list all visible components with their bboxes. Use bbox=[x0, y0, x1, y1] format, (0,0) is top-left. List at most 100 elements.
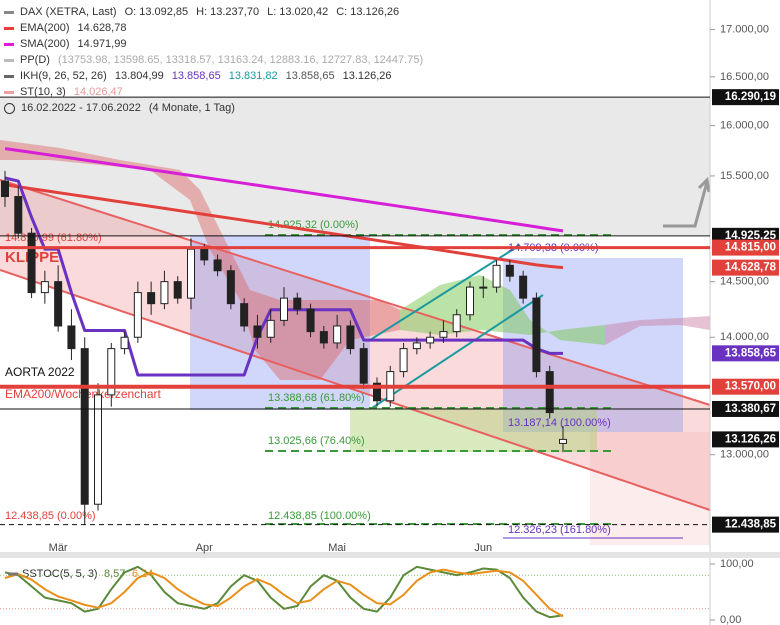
candle-body bbox=[319, 331, 328, 344]
candle-body bbox=[505, 264, 514, 277]
candle-body bbox=[40, 281, 49, 294]
candle-body bbox=[107, 348, 116, 396]
swatch bbox=[4, 26, 14, 30]
annotation: 13.187,14 (100.00%) bbox=[508, 417, 611, 429]
series-line bbox=[4, 147, 564, 233]
annotation: 14.815,99 (61.80%) bbox=[5, 232, 102, 244]
candle-body bbox=[54, 281, 63, 327]
swatch bbox=[4, 42, 14, 46]
price-label: 14.815,00 bbox=[725, 242, 776, 254]
candle-body bbox=[466, 286, 474, 316]
annotation: AORTA 2022 bbox=[5, 365, 75, 379]
y-tick-label: 14.000,00 bbox=[720, 331, 769, 343]
candle-body bbox=[187, 248, 195, 299]
price-label-box bbox=[712, 378, 779, 395]
pink-zone bbox=[590, 432, 710, 545]
x-tick-label: Mär bbox=[49, 542, 68, 554]
annotation: 13.025,66 (76.40%) bbox=[268, 435, 365, 447]
price-label: 13.570,00 bbox=[725, 381, 776, 393]
indicator-value: 13.804,99 bbox=[114, 70, 164, 82]
candle-body bbox=[439, 331, 448, 338]
ohlc-label: H: bbox=[196, 6, 208, 18]
annotation: 12.326,23 (161.80%) bbox=[508, 524, 611, 536]
cloud bbox=[0, 140, 400, 380]
legend-row: SMA(200) 14.971,99 bbox=[4, 36, 431, 52]
stoch-value: 6,24 bbox=[132, 568, 153, 580]
series-line bbox=[4, 568, 564, 618]
swatch bbox=[4, 90, 14, 94]
indicator-value: 14.971,99 bbox=[77, 38, 127, 50]
price-label-box bbox=[712, 516, 779, 533]
indicator-name: EMA(200) bbox=[20, 22, 70, 34]
price-label: 13.380,67 bbox=[725, 403, 776, 415]
price-label: 13.126,26 bbox=[725, 433, 776, 445]
y-tick-label: 14.500,00 bbox=[720, 276, 769, 288]
ohlc-label: L: bbox=[267, 6, 277, 18]
stoch-title: SSTOC(5, 5, 3) bbox=[22, 568, 98, 580]
ohlc-label: C: bbox=[336, 6, 348, 18]
indicator-value: 13.858,65 bbox=[285, 70, 335, 82]
candle-body bbox=[306, 308, 315, 333]
y-tick-label: 0,00 bbox=[720, 614, 741, 625]
ohlc-label: O: bbox=[124, 6, 137, 18]
cloud bbox=[400, 275, 605, 345]
y-tick-label: 16.500,00 bbox=[720, 71, 769, 83]
indicator-value: 13.858,65 bbox=[171, 70, 221, 82]
arrow bbox=[663, 181, 709, 228]
price-label-box bbox=[712, 345, 779, 362]
candle-body bbox=[266, 319, 275, 338]
ohlc-value: 13.237,70 bbox=[210, 6, 260, 18]
legend-row: DAX (XETRA, Last) O: 13.092,85 H: 13.237,70 L… bbox=[4, 4, 431, 20]
candle-body bbox=[160, 281, 169, 305]
candle-body bbox=[532, 297, 541, 373]
indicator-value: 14.026,47 bbox=[73, 86, 123, 98]
legend-row: 16.02.2022 - 17.06.2022 (4 Monate, 1 Tag) bbox=[4, 100, 431, 116]
candle-body bbox=[373, 382, 381, 402]
candle-body bbox=[479, 286, 488, 289]
price-label: 13.858,65 bbox=[725, 347, 777, 359]
arrow-head bbox=[697, 176, 711, 193]
candle-body bbox=[293, 297, 302, 310]
indicator-name: ST(10, 3) bbox=[20, 86, 66, 98]
candle-body bbox=[492, 264, 501, 288]
y-tick-label: 13.000,00 bbox=[720, 449, 769, 461]
indicator-value: 13.831,82 bbox=[228, 70, 278, 82]
candle-body bbox=[213, 259, 222, 272]
candle-body bbox=[147, 292, 156, 305]
candle-body bbox=[173, 281, 182, 299]
pane-divider bbox=[0, 552, 780, 558]
indicator-value: 13.126,26 bbox=[342, 70, 392, 82]
price-label-box bbox=[712, 431, 779, 448]
ohlc-value: 13.092,85 bbox=[139, 6, 189, 18]
candle-body bbox=[280, 297, 288, 321]
x-tick-label: Jun bbox=[474, 542, 492, 554]
candle-body bbox=[559, 438, 567, 444]
price-label-box bbox=[712, 89, 779, 106]
legend-row: PP(D) (13753.98, 13598.65, 13318.57, 1316… bbox=[4, 52, 431, 68]
legend: DAX (XETRA, Last) O: 13.092,85 H: 13.237,70 L… bbox=[4, 4, 431, 116]
candle-body bbox=[1, 180, 9, 198]
swatch bbox=[4, 10, 14, 14]
candle-body bbox=[200, 248, 209, 261]
candle-body bbox=[426, 336, 435, 344]
clock-icon bbox=[4, 102, 15, 114]
x-tick-label: Apr bbox=[196, 542, 213, 554]
candle-body bbox=[359, 348, 368, 384]
instrument: DAX (XETRA, Last) bbox=[20, 6, 117, 18]
indicator-value: 14.628,78 bbox=[77, 22, 127, 34]
candle-body bbox=[452, 314, 461, 333]
series-line bbox=[4, 565, 564, 619]
series-line bbox=[4, 183, 564, 270]
candle-body bbox=[120, 336, 129, 350]
price-label: 12.438,85 bbox=[725, 519, 777, 531]
ohlc-value: 13.126,26 bbox=[350, 6, 400, 18]
trend-line bbox=[0, 179, 711, 406]
annotation: 12.438,85 (100.00%) bbox=[268, 510, 371, 522]
channel-fill bbox=[0, 180, 710, 510]
date-range: 16.02.2022 - 17.06.2022 bbox=[21, 102, 141, 114]
candle-body bbox=[133, 292, 142, 338]
annotation: 12.438,85 (0.00%) bbox=[5, 510, 96, 522]
price-label-box bbox=[712, 400, 779, 417]
legend-row: EMA(200) 14.628,78 bbox=[4, 20, 431, 36]
